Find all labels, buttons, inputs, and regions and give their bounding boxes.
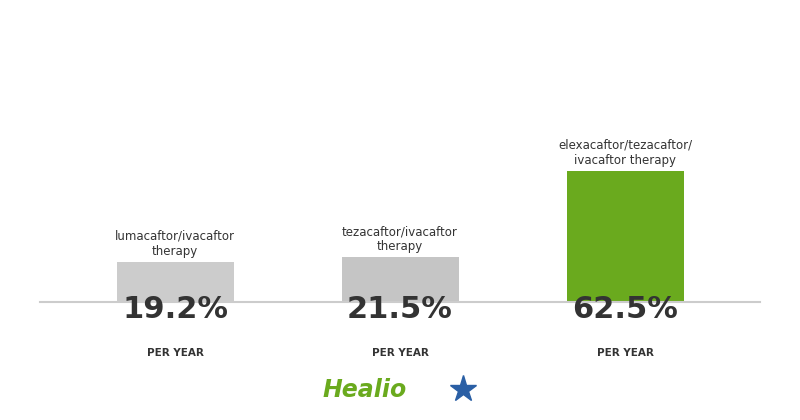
- Text: 19.2%: 19.2%: [122, 294, 228, 324]
- Text: tezacaftor/ivacaftor
therapy: tezacaftor/ivacaftor therapy: [342, 225, 458, 253]
- Text: PER YEAR: PER YEAR: [371, 348, 429, 358]
- Text: PER YEAR: PER YEAR: [146, 348, 203, 358]
- Text: PER YEAR: PER YEAR: [597, 348, 654, 358]
- Text: 62.5%: 62.5%: [572, 294, 678, 324]
- Bar: [117, 262, 234, 302]
- Bar: [566, 171, 683, 302]
- Text: patients eligible for CFTR modulators: patients eligible for CFTR modulators: [173, 77, 627, 97]
- Text: Healio: Healio: [322, 378, 407, 402]
- Text: Percentage of Black/African American: Percentage of Black/African American: [171, 32, 629, 52]
- Text: elexacaftor/tezacaftor/
ivacaftor therapy: elexacaftor/tezacaftor/ ivacaftor therap…: [558, 139, 692, 167]
- Bar: [342, 257, 458, 302]
- Text: lumacaftor/ivacaftor
therapy: lumacaftor/ivacaftor therapy: [115, 230, 235, 258]
- Text: 21.5%: 21.5%: [347, 294, 453, 324]
